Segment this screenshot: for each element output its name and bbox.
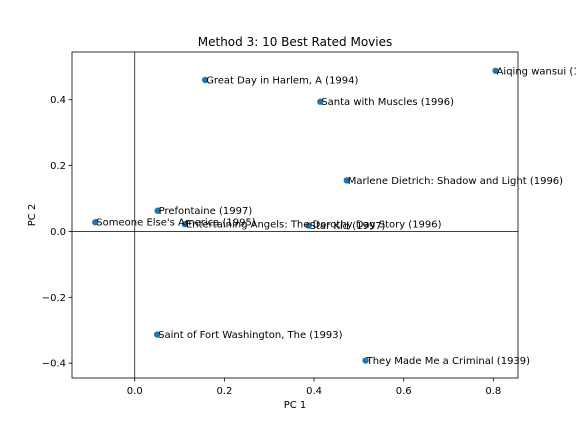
y-tick-label: 0.0 — [50, 227, 66, 238]
x-axis-label: PC 1 — [284, 400, 307, 411]
data-point — [305, 222, 312, 229]
data-point-label: Santa with Muscles (1996) — [321, 97, 454, 108]
data-point — [201, 76, 209, 84]
y-tick-label: −0.2 — [42, 293, 66, 304]
y-axis: −0.4 −0.2 0.0 0.2 0.4 — [42, 95, 72, 370]
data-point-label: Someone Else's America (1995) — [96, 218, 256, 229]
x-tick-label: 0.4 — [306, 386, 322, 397]
chart-title: Method 3: 10 Best Rated Movies — [198, 35, 393, 49]
x-tick-label: 0.2 — [216, 386, 232, 397]
data-point-label: They Made Me a Criminal (1939) — [366, 356, 531, 367]
data-point — [317, 98, 324, 105]
data-point-label: Aiqing wansui (1994) — [497, 66, 576, 77]
data-point-label: Star Kid (1997) — [310, 221, 386, 232]
y-axis-label: PC 2 — [27, 204, 38, 227]
x-tick-label: 0.8 — [485, 386, 501, 397]
points-layer — [92, 67, 499, 364]
data-point — [154, 207, 161, 214]
data-point-label: Great Day in Harlem, A (1994) — [206, 75, 358, 86]
y-tick-label: 0.4 — [50, 95, 66, 106]
x-tick-label: 0.0 — [127, 386, 143, 397]
data-point-label: Marlene Dietrich: Shadow and Light (1996… — [348, 176, 563, 187]
data-point — [92, 219, 99, 226]
data-point-label: Saint of Fort Washington, The (1993) — [158, 330, 342, 341]
data-point — [362, 357, 369, 364]
data-point — [343, 177, 350, 184]
plot-frame — [71, 51, 519, 379]
data-point-label: Prefontaine (1997) — [159, 206, 253, 217]
data-point — [181, 221, 189, 228]
reference-lines — [72, 52, 518, 378]
data-point — [492, 67, 499, 74]
y-tick-label: 0.2 — [50, 161, 66, 172]
y-tick-label: −0.4 — [42, 359, 66, 370]
x-axis: 0.0 0.2 0.4 0.6 0.8 — [127, 378, 501, 397]
data-point — [153, 331, 161, 338]
data-point-label: Entertaining Angels: The Dorothy Day Sto… — [186, 220, 442, 231]
x-tick-label: 0.6 — [396, 386, 412, 397]
point-labels-layer: Aiqing wansui (1994) Great Day in Harlem,… — [96, 66, 576, 367]
